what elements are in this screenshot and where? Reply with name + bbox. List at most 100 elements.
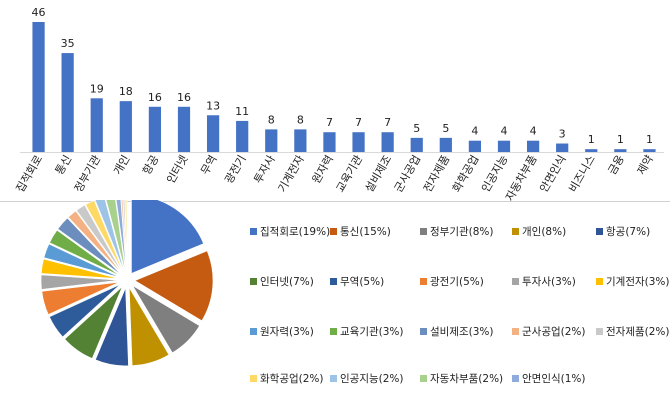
legend-item: 무역(5%) [330,276,384,288]
legend-item: 군사공업(2%) [512,326,586,338]
legend-label: 인터넷(7%) [260,276,314,288]
data-label: 11 [235,105,249,118]
legend-label: 개인(8%) [522,226,567,238]
bar [410,137,423,152]
pie-slice [49,229,121,277]
category-label: 인공지능 [479,153,511,195]
legend-swatch [512,278,519,285]
legend-swatch [330,278,337,285]
category-label: 전자제품 [421,153,453,195]
pie-chart [40,200,214,367]
legend-item: 교육기관(3%) [330,326,404,338]
legend-item: 설비제조(3%) [420,326,494,338]
legend-item: 정부기관(8%) [420,226,494,238]
legend-swatch [250,278,257,285]
data-label: 7 [384,116,391,129]
pie-slice [132,285,200,354]
pie-slice [67,210,123,275]
legend-item: 전자제품(2%) [596,326,670,338]
category-label: 안면인식 [537,153,569,195]
bar [614,149,627,152]
category-label: 항공 [140,153,161,177]
legend-swatch [250,228,257,235]
bar [90,98,103,152]
bar [265,129,278,152]
data-label: 8 [268,113,275,126]
pie-slice [48,284,121,338]
data-label: 4 [530,125,537,138]
legend-swatch [250,375,257,382]
legend-item: 개인(8%) [512,226,566,238]
legend-swatch [330,228,337,235]
legend-label: 교육기관(3%) [340,326,404,338]
legend-swatch [596,228,603,235]
legend-item: 항공(7%) [596,226,650,238]
legend-label: 안면인식(1%) [522,373,586,385]
legend-label: 기계전자(3%) [606,276,670,288]
data-label: 46 [32,6,46,19]
pie-slice [131,200,204,274]
bar [148,106,162,152]
legend-item: 자동차부품(2%) [420,373,503,385]
bar [61,53,74,152]
legend-swatch [250,328,257,335]
category-label: 집적회로 [14,153,46,195]
pie-slice [134,250,214,322]
legend-item: 기계전자(3%) [596,276,670,288]
legend-swatch [512,375,519,382]
bar-chart: 46집적회로35통신19정부기관18개인16항공16인터넷13무역11광전기8투… [14,6,664,202]
category-label: 개인 [111,153,132,177]
legend-item: 인터넷(7%) [250,276,314,288]
legend-label: 통신(15%) [340,226,391,238]
category-label: 군사공업 [392,153,424,195]
legend-item: 안면인식(1%) [512,373,586,385]
pie-slice [128,287,170,366]
category-label: 통신 [53,153,74,177]
category-label: 교육기관 [334,153,366,195]
bar [556,143,569,152]
legend-swatch [512,328,519,335]
data-label: 16 [148,91,162,104]
legend-swatch [420,278,427,285]
chart-divider [0,201,670,202]
bar [323,132,336,152]
pie-slice [43,243,120,278]
category-label: 정부기관 [72,153,104,195]
data-label: 1 [646,133,653,146]
bar [439,137,452,152]
category-label: 설비제조 [363,153,395,195]
data-label: 1 [617,133,624,146]
pie-slice [41,281,120,315]
category-label: 금융 [606,153,627,177]
legend-swatch [420,228,427,235]
legend-swatch [596,328,603,335]
pie-slice [115,200,127,273]
pie-legend: 집적회로(19%) 통신(15%) 정부기관(8%) 개인(8%) 항공(7%) 인터넷(… [250,226,670,396]
category-label: 제약 [634,153,656,178]
category-label: 광전기 [222,153,248,186]
legend-swatch [420,375,427,382]
data-label: 18 [119,85,133,98]
data-label: 3 [559,128,566,141]
legend-label: 군사공업(2%) [522,326,586,338]
bar [381,132,394,152]
legend-item: 인공지능(2%) [330,373,404,385]
pie-slice [40,258,120,280]
data-label: 4 [471,125,478,138]
data-label: 5 [413,122,420,135]
legend-swatch [596,278,603,285]
bar [206,115,220,152]
data-label: 16 [177,91,191,104]
data-label: 4 [501,125,508,138]
legend-label: 광전기(5%) [430,276,484,288]
legend-label: 원자력(3%) [260,326,314,338]
legend-label: 무역(5%) [340,276,385,288]
legend-swatch [330,328,337,335]
legend-label: 정부기관(8%) [430,226,494,238]
pie-slice [94,200,125,273]
bar [32,22,45,152]
legend-item: 광전기(5%) [420,276,484,288]
legend-label: 집적회로(19%) [260,226,331,238]
bar [585,149,598,152]
